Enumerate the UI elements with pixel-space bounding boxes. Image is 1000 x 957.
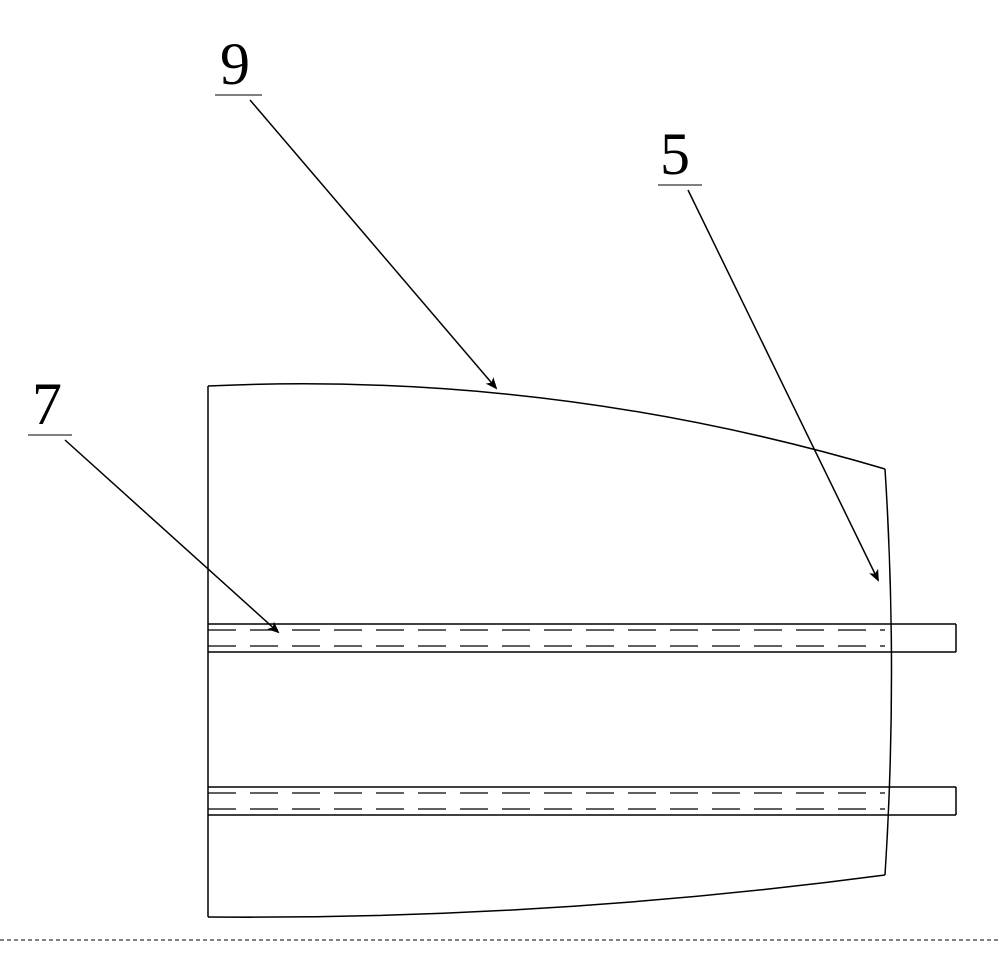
technical-diagram: 9 5 7: [0, 0, 1000, 952]
horizontal-solid-lines: [208, 624, 956, 815]
leader-5: [688, 190, 878, 580]
horizontal-dashed-lines: [208, 630, 885, 809]
main-body-outline: [208, 384, 892, 917]
right-curved-edge: [885, 469, 892, 875]
callout-label-7: 7: [32, 370, 62, 439]
callout-label-9: 9: [220, 30, 250, 99]
top-curved-edge: [208, 384, 885, 469]
leader-9: [250, 100, 496, 388]
leader-7: [65, 440, 278, 632]
leader-lines: [65, 100, 878, 632]
diagram-svg: [0, 0, 1000, 952]
bottom-edge: [208, 875, 885, 917]
callout-label-5: 5: [660, 120, 690, 189]
